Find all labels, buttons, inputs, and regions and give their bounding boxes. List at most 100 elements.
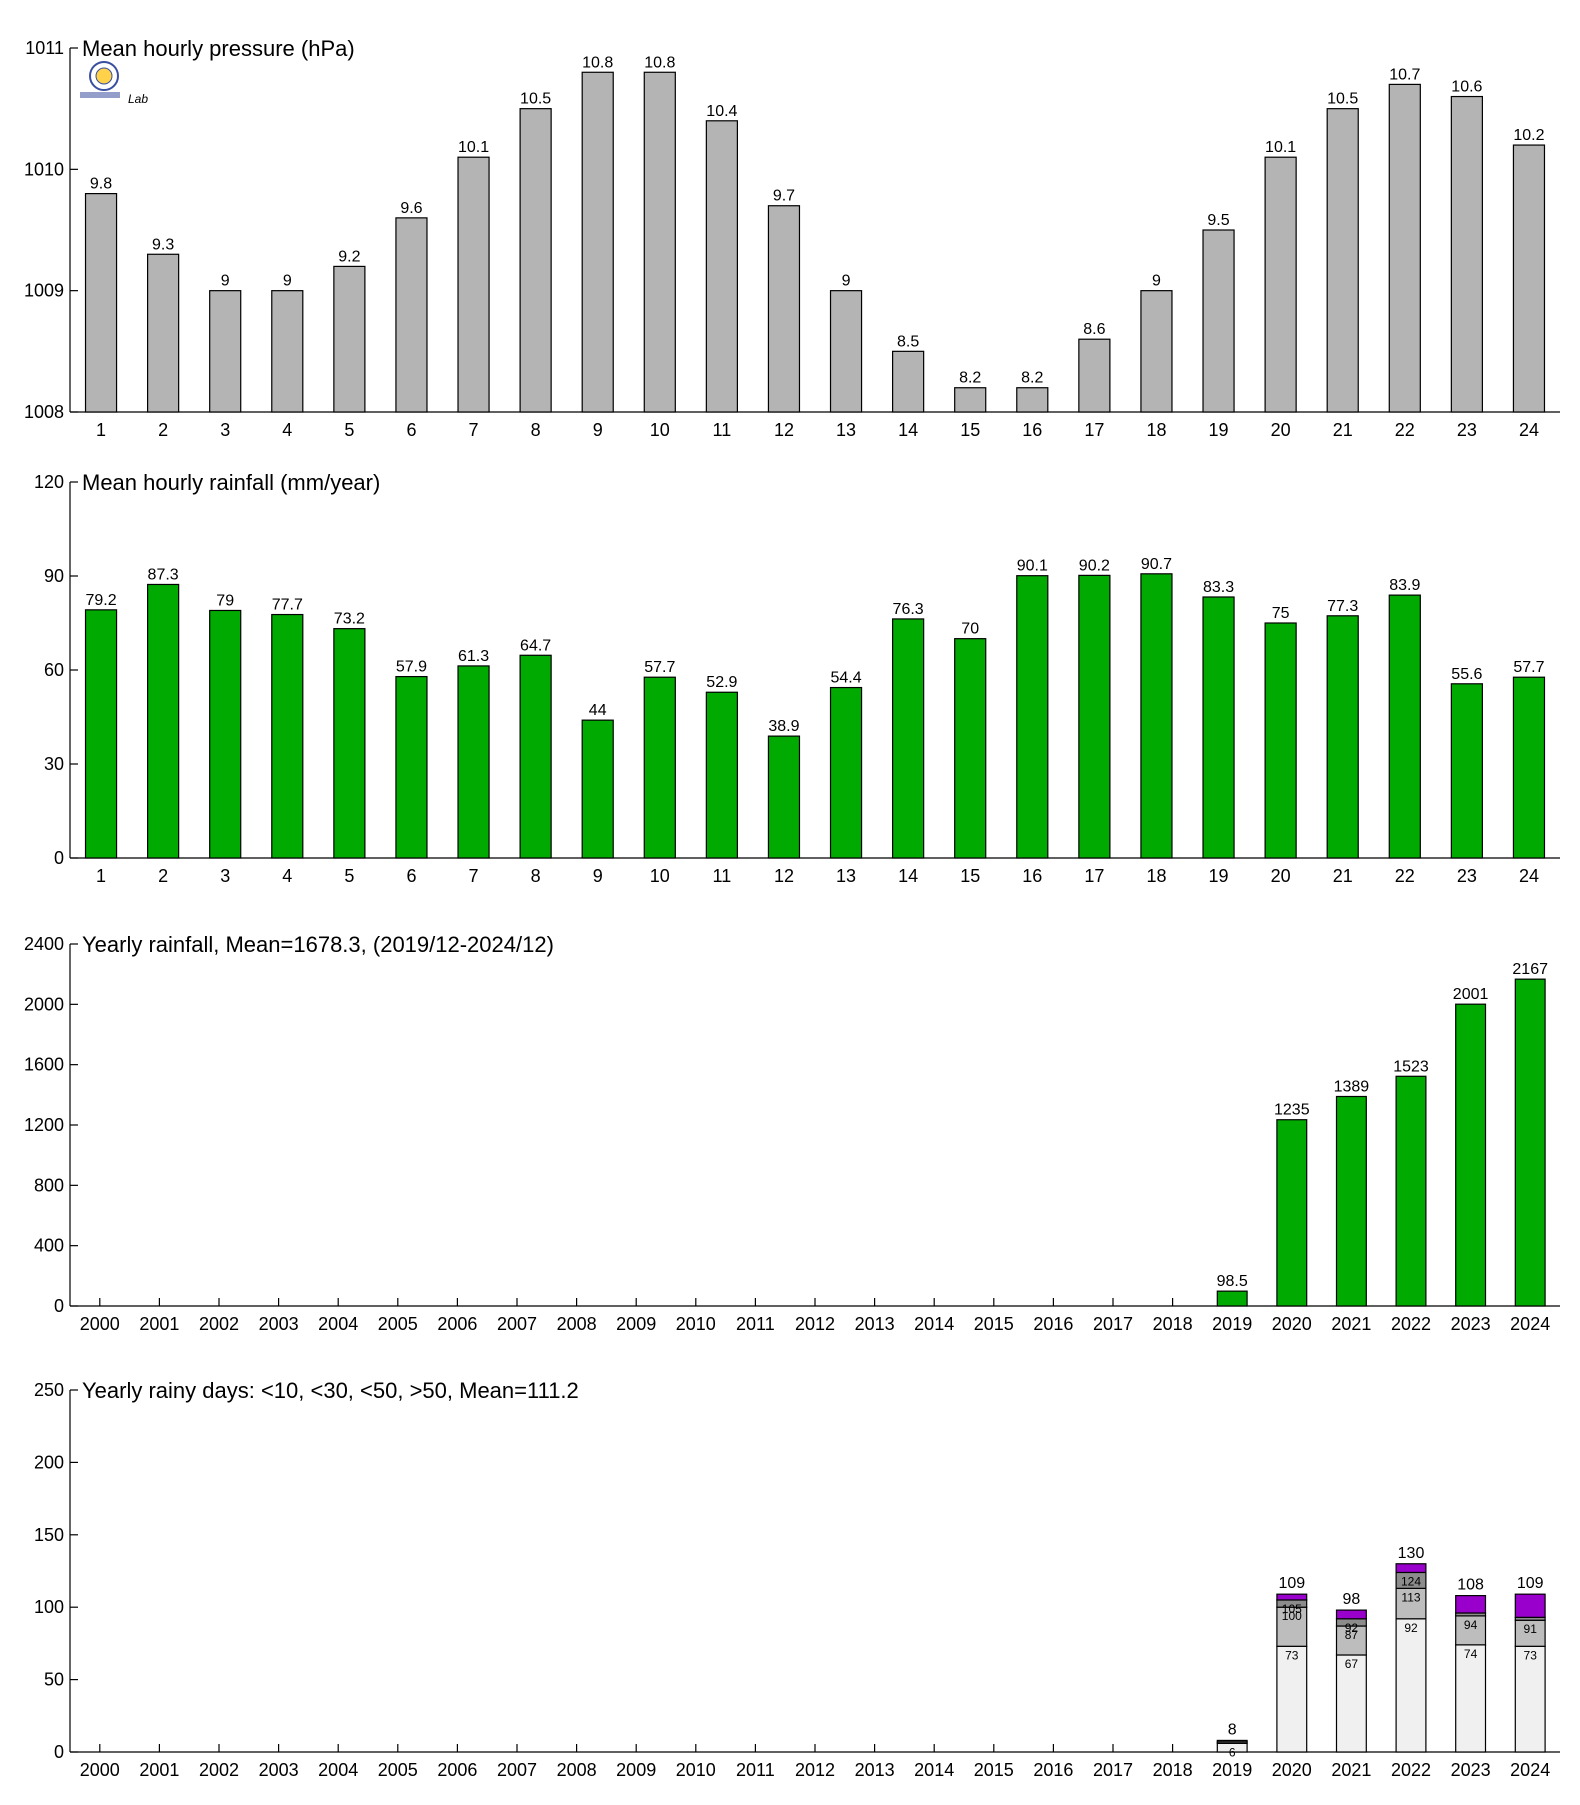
x-tick-label: 2024 [1510, 1760, 1550, 1780]
x-tick-label: 2015 [974, 1314, 1014, 1334]
chart-panel-2: Mean hourly rainfall (mm/year)0306090120… [34, 470, 1560, 886]
bar [1078, 338, 1111, 413]
x-tick-label: 2016 [1033, 1314, 1073, 1334]
x-tick-label: 2002 [199, 1314, 239, 1334]
bar [333, 628, 366, 859]
bar-value-label: 52.9 [706, 674, 737, 691]
bar [892, 350, 925, 413]
x-tick-label: 2021 [1331, 1760, 1371, 1780]
bar-value-label: 2001 [1453, 986, 1489, 1003]
x-tick-label: 2001 [139, 1314, 179, 1334]
bar [1016, 387, 1049, 413]
x-tick-label: 22 [1395, 866, 1415, 886]
bar-value-label: 55.6 [1451, 666, 1482, 683]
bar-value-label: 10.1 [1265, 139, 1296, 156]
total-value-label: 130 [1398, 1545, 1425, 1562]
bar [1388, 83, 1421, 413]
bar-value-label: 10.2 [1513, 127, 1544, 144]
bar-value-label: 9.2 [338, 248, 360, 265]
x-tick-label: 10 [650, 420, 670, 440]
bar-value-label: 1523 [1393, 1058, 1429, 1075]
x-tick-label: 21 [1333, 866, 1353, 886]
x-tick-label: 20 [1271, 420, 1291, 440]
bar-value-label: 87.3 [148, 566, 179, 583]
bar [271, 613, 304, 859]
lab-logo: Lab [80, 61, 148, 106]
x-tick-label: 9 [593, 866, 603, 886]
x-tick-label: 23 [1457, 420, 1477, 440]
segment-lt30 [1395, 1587, 1427, 1620]
y-tick-label: 400 [34, 1236, 64, 1256]
x-tick-label: 8 [531, 866, 541, 886]
bar-value-label: 79.2 [85, 592, 116, 609]
y-tick-label: 2400 [24, 934, 64, 954]
x-tick-label: 5 [344, 866, 354, 886]
x-tick-label: 2011 [736, 1760, 775, 1780]
x-tick-label: 2018 [1153, 1314, 1193, 1334]
bar [1514, 978, 1546, 1307]
x-tick-label: 6 [406, 420, 416, 440]
bar-value-label: 10.5 [520, 91, 551, 108]
x-tick-label: 2017 [1093, 1760, 1133, 1780]
bar-value-label: 90.2 [1079, 557, 1110, 574]
bar-value-label: 9.7 [773, 188, 795, 205]
chart-panel-1: Mean hourly pressure (hPa)10081009101010… [24, 36, 1560, 440]
x-tick-label: 3 [220, 866, 230, 886]
segment-gt50 [1455, 1595, 1487, 1614]
y-tick-label: 1009 [24, 281, 64, 301]
x-tick-label: 2012 [795, 1760, 835, 1780]
x-tick-label: 5 [344, 420, 354, 440]
bar [1140, 573, 1173, 859]
segment-gt50 [1395, 1563, 1427, 1574]
x-tick-label: 2003 [259, 1314, 299, 1334]
bar-value-label: 64.7 [520, 637, 551, 654]
x-tick-label: 23 [1457, 866, 1477, 886]
x-tick-label: 20 [1271, 866, 1291, 886]
x-tick-label: 2023 [1451, 1314, 1491, 1334]
chart-panel-4: Yearly rainy days: <10, <30, <50, >50, M… [34, 1378, 1560, 1780]
chart-title: Yearly rainy days: <10, <30, <50, >50, M… [82, 1378, 579, 1403]
bar [395, 217, 428, 413]
x-tick-label: 19 [1209, 866, 1229, 886]
x-tick-label: 22 [1395, 420, 1415, 440]
bar-value-label: 10.4 [706, 103, 737, 120]
x-tick-label: 7 [469, 420, 479, 440]
bar-value-label: 8.2 [1021, 370, 1043, 387]
segment-gt50 [1276, 1593, 1308, 1601]
bar [209, 290, 242, 413]
x-tick-label: 19 [1209, 420, 1229, 440]
bar [643, 676, 676, 859]
bar [519, 108, 552, 413]
segment-value-label: 6 [1229, 1745, 1236, 1759]
x-tick-label: 2023 [1451, 1760, 1491, 1780]
x-tick-label: 2 [158, 420, 168, 440]
x-tick-label: 2014 [914, 1314, 954, 1334]
x-tick-label: 2022 [1391, 1314, 1431, 1334]
bar-value-label: 98.5 [1217, 1273, 1248, 1290]
x-tick-label: 10 [650, 866, 670, 886]
bar-value-label: 10.8 [582, 54, 613, 71]
x-tick-label: 2007 [497, 1760, 537, 1780]
bar [457, 156, 490, 413]
segment-lt50 [1216, 1739, 1248, 1743]
bar-value-label: 9.6 [400, 200, 422, 217]
segment-value-label: 94 [1464, 1618, 1478, 1632]
total-value-label: 108 [1457, 1577, 1484, 1594]
x-tick-label: 12 [774, 866, 794, 886]
segment-value-label: 100 [1282, 1609, 1302, 1623]
x-tick-label: 2011 [736, 1314, 775, 1334]
x-tick-label: 2008 [557, 1314, 597, 1334]
segment-lt30 [1455, 1615, 1487, 1646]
x-tick-label: 2017 [1093, 1314, 1133, 1334]
chart-title: Mean hourly rainfall (mm/year) [82, 470, 380, 495]
bar [519, 654, 552, 859]
x-tick-label: 2009 [616, 1760, 656, 1780]
bar-value-label: 38.9 [768, 718, 799, 735]
bar-value-label: 70 [961, 621, 979, 638]
y-tick-label: 30 [44, 754, 64, 774]
bar-value-label: 10.6 [1451, 79, 1482, 96]
bar [643, 71, 676, 413]
bar-value-label: 8.5 [897, 333, 919, 350]
bar [209, 609, 242, 859]
x-tick-label: 2005 [378, 1760, 418, 1780]
